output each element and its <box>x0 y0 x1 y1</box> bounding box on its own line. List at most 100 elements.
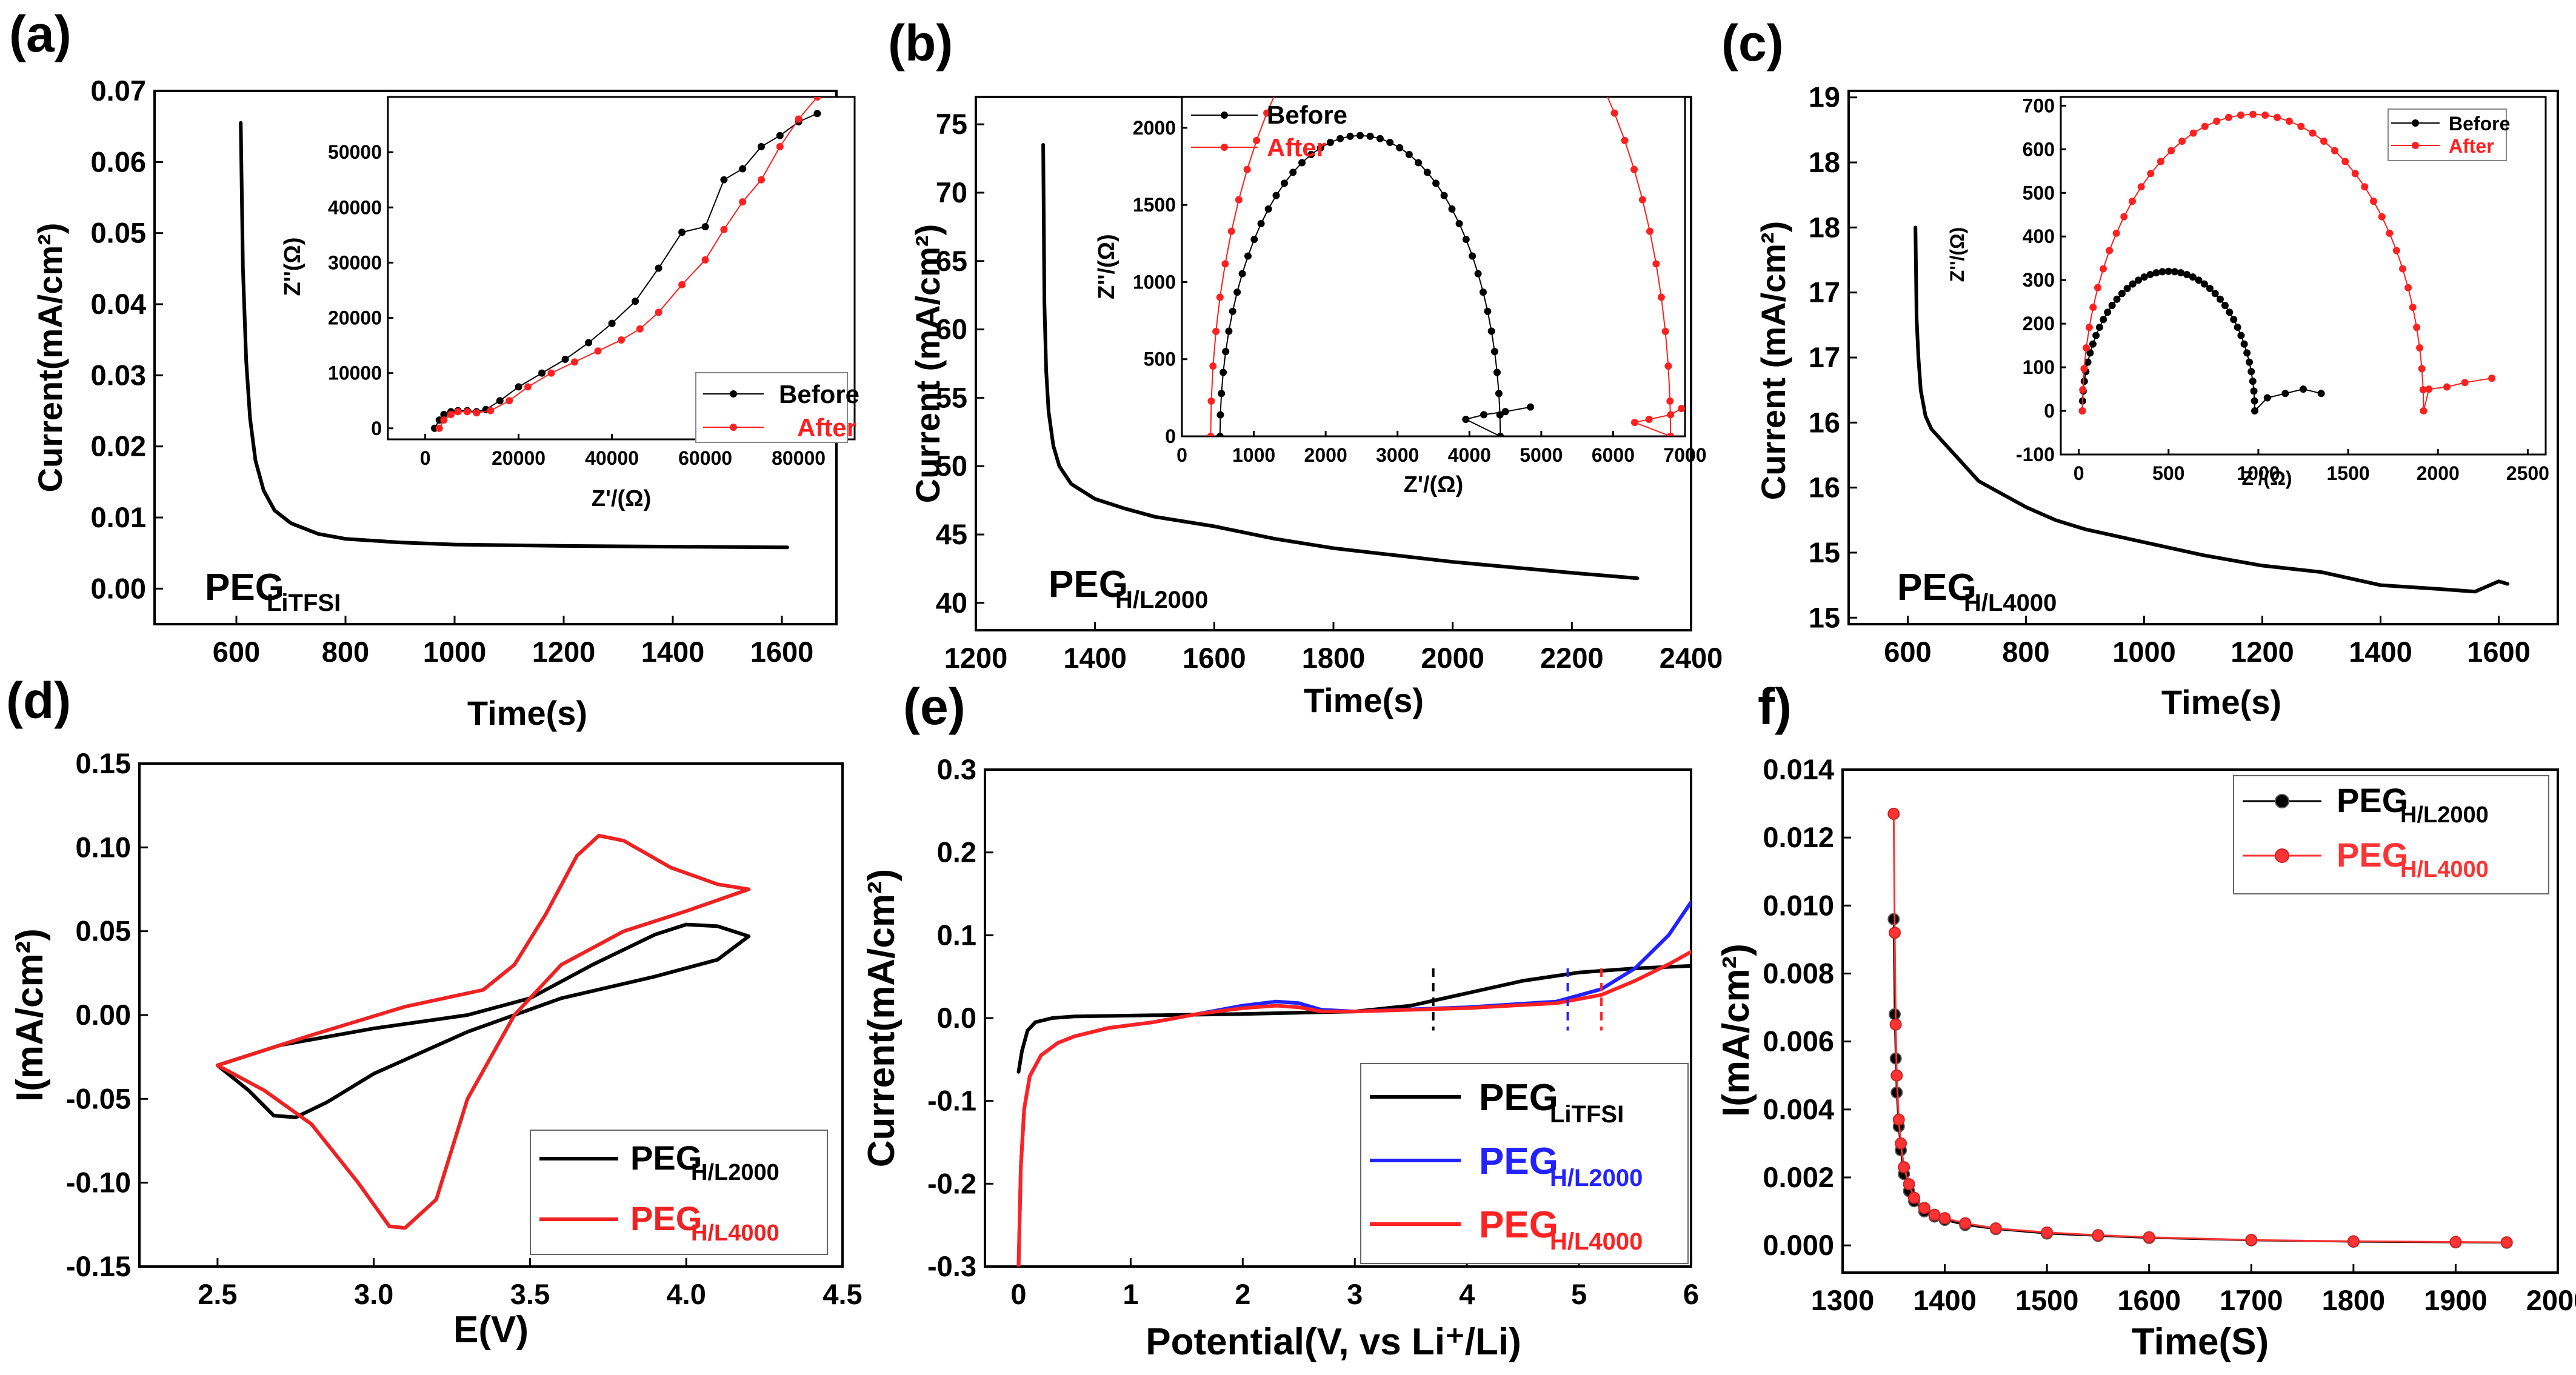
panel-ci-xtick-label: 2000 <box>2417 462 2460 484</box>
panel-bi-ytick-label: 2000 <box>1133 117 1176 139</box>
panel-bi-xtick-label: 1000 <box>1232 444 1275 466</box>
panel-ci-point <box>2195 276 2203 284</box>
panel-ci-point <box>2147 170 2155 178</box>
panel-c-xtick-label: 1400 <box>2349 636 2412 668</box>
panel-c-inset-ticks: 0 500 1000 1500 2000 2500 -100 0 100 200 300 400 500… <box>2016 95 2549 484</box>
panel-ai-point <box>701 223 709 231</box>
panel-f-point <box>1892 1113 1905 1126</box>
panel-ci-point <box>2183 271 2191 279</box>
panel-a-xtick-label: 1600 <box>750 636 814 668</box>
panel-c-inset-legend-before-marker <box>2412 119 2419 127</box>
panel-ci-point <box>2443 383 2451 391</box>
panel-f-label: f) <box>1758 678 1792 735</box>
panel-a: (a) 600 800 1000 1200 1400 1600 0.00 0.01 0.02 0.… <box>9 5 859 732</box>
panel-ci-point <box>2250 387 2258 395</box>
panel-ci-ytick-label: 700 <box>2023 95 2055 116</box>
panel-ci-point <box>2399 265 2407 273</box>
panel-bi-point <box>1289 168 1297 176</box>
panel-b-annotation-main: PEG <box>1049 564 1128 605</box>
panel-ai-point <box>608 319 616 327</box>
panel-ci-point <box>2246 358 2254 366</box>
panel-b-ticks: 1200 1400 1600 1800 2000 2200 2400 40 45 50 55 60 65… <box>936 108 1723 674</box>
panel-a-inset-ylabel: Z''(Ω) <box>280 237 305 296</box>
panel-a-ytick-label: 0.00 <box>91 572 146 604</box>
panel-f-xtick-label: 1700 <box>2220 1284 2283 1316</box>
panel-ai-point <box>701 256 709 264</box>
panel-ci-point <box>2171 268 2178 276</box>
panel-f-point <box>1903 1178 1915 1191</box>
panel-bi-point <box>1257 220 1265 228</box>
panel-c-inset: 0 500 1000 1500 2000 2500 -100 0 100 200 300 400 500… <box>1946 95 2549 489</box>
panel-f-point <box>1888 927 1901 939</box>
panel-b-inset-frame <box>1181 96 1686 438</box>
panel-bi-point <box>1493 368 1501 376</box>
panel-bi-point <box>1423 168 1431 176</box>
panel-ai-point <box>678 228 686 236</box>
panel-bi-point <box>1646 227 1653 235</box>
panel-ci-point <box>2221 302 2229 310</box>
panel-ai-point <box>720 225 728 233</box>
panel-ci-point <box>2167 147 2175 155</box>
panel-bi-point <box>1501 408 1509 416</box>
panel-bi-point <box>1235 196 1243 204</box>
panel-ci-point <box>2317 390 2325 398</box>
panel-bi-point <box>1238 270 1246 278</box>
panel-f-point <box>1895 1137 1907 1150</box>
panel-bi-point <box>1490 348 1498 356</box>
panel-b-inset-ylabel: Z''/(Ω) <box>1094 234 1119 299</box>
panel-f-point <box>1889 1018 1902 1031</box>
panel-a-inset: 0 20000 40000 60000 80000 0 10000 20000 30000 400… <box>280 78 859 511</box>
panel-bi-point <box>1281 179 1289 187</box>
panel-d-legend-box <box>530 1130 828 1255</box>
panel-f-point <box>1938 1212 1951 1225</box>
panel-ci-point <box>2409 304 2417 311</box>
panel-ai-point <box>776 132 784 139</box>
panel-ai-point <box>739 165 747 173</box>
panel-bi-point <box>1484 307 1492 315</box>
panel-a-inset-ticks: 0 20000 40000 60000 80000 0 10000 20000 30000 400… <box>328 141 826 469</box>
panel-c-ytick-label: 18 <box>1809 211 1840 243</box>
panel-b-ytick-label: 50 <box>936 450 967 482</box>
panel-bi-point <box>1496 411 1504 419</box>
panel-f-legend-2-main: PEG <box>2337 836 2408 874</box>
panel-ci-xtick-label: 0 <box>2074 462 2084 484</box>
panel-bi-point <box>1376 135 1384 142</box>
panel-ci-point <box>2251 407 2258 415</box>
panel-f-point <box>1928 1208 1941 1221</box>
panel-ci-point <box>2084 358 2092 366</box>
panel-d-xtick-label: 4.0 <box>667 1278 706 1310</box>
panel-bi-point <box>1250 235 1258 243</box>
panel-bi-point <box>1621 136 1629 144</box>
panel-bi-point <box>1396 144 1404 151</box>
panel-bi-ytick-label: 500 <box>1144 348 1176 370</box>
panel-ai-point <box>833 78 839 84</box>
panel-ci-point <box>2100 316 2107 324</box>
panel-d: (d) 2.5 3.0 3.5 4.0 4.5 -0.15 -0.10 -0.05 0.00 0.… <box>6 672 863 1351</box>
panel-e-ytick-label: -0.3 <box>927 1250 976 1282</box>
panel-ci-point <box>2392 247 2400 255</box>
panel-e-legend-1-sub: LiTFSI <box>1550 1101 1624 1128</box>
panel-ci-point <box>2189 273 2197 281</box>
panel-ci-point <box>2281 390 2289 398</box>
panel-ci-point <box>2104 308 2112 316</box>
panel-bi-point <box>1244 252 1252 260</box>
panel-b: (b) 1200 1400 1600 1800 2000 2200 2400 40 45 50 55… <box>888 15 1723 719</box>
panel-bi-point <box>1216 433 1224 436</box>
panel-bi-ytick-label: 1500 <box>1133 194 1176 216</box>
panel-bi-xtick-label: 3000 <box>1376 444 1419 466</box>
panel-a-series <box>239 121 789 550</box>
panel-bi-point <box>1497 433 1504 436</box>
panel-ci-point <box>2164 267 2172 275</box>
panel-ci-point <box>2152 269 2160 277</box>
panel-bi-point <box>1562 18 1568 24</box>
panel-a-inset-legend-box <box>695 372 848 443</box>
panel-b-series-peg-h-l2000 <box>1041 143 1640 581</box>
panel-bi-point <box>1527 403 1535 411</box>
panel-f-point <box>1918 1202 1930 1214</box>
panel-e-ylabel: Current(mA/cm²) <box>861 869 903 1168</box>
panel-b-ytick-label: 60 <box>936 313 967 345</box>
panel-f-ytick-label: 0.014 <box>1763 753 1834 785</box>
panel-ai-xtick-label: 20000 <box>492 447 546 469</box>
panel-b-ytick-label: 55 <box>936 381 967 413</box>
panel-ci-xtick-label: 1000 <box>2237 462 2280 484</box>
